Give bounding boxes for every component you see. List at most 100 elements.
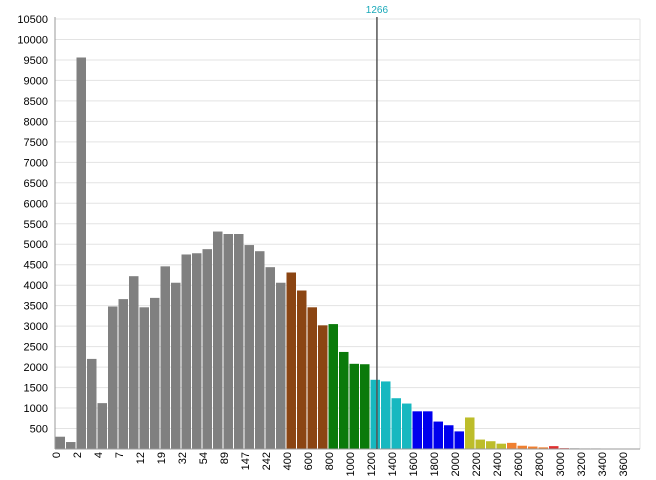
x-tick-label-4: 12	[135, 452, 147, 464]
bar-40	[475, 439, 485, 449]
bar-32	[391, 398, 401, 449]
bar-28	[349, 363, 359, 449]
x-tick-label-20: 2200	[471, 452, 483, 476]
x-tick-label-23: 2800	[534, 452, 546, 476]
x-tick-label-24: 3000	[555, 452, 567, 476]
y-tick-label-6: 3500	[24, 301, 48, 313]
x-tick-label-17: 1600	[408, 452, 420, 476]
y-tick-labels: 500 1000 1500 2000 2500 3000 3500 4000 4500 5000 5…	[17, 14, 48, 436]
x-tick-label-11: 400	[282, 452, 294, 470]
x-tick-label-14: 1000	[345, 452, 357, 476]
bar-8	[139, 307, 149, 449]
x-tick-label-7: 54	[198, 452, 210, 464]
x-tick-labels: 0 2 4 7 12 19 32 54 89 147 242 400 600 800 1000 1200 140…	[51, 452, 630, 476]
x-tick-label-16: 1400	[387, 452, 399, 476]
x-tick-label-12: 600	[303, 452, 315, 470]
bar-43	[507, 442, 517, 449]
y-tick-label-3: 2000	[24, 362, 48, 374]
bar-41	[486, 441, 496, 449]
y-tick-label-8: 4500	[24, 260, 48, 272]
y-tick-label-19: 10000	[17, 34, 48, 46]
bar-21	[276, 282, 286, 449]
bar-16	[223, 234, 233, 449]
y-tick-label-15: 8000	[24, 116, 48, 128]
x-tick-label-13: 800	[324, 452, 336, 470]
bar-38	[454, 431, 464, 449]
x-tick-label-6: 32	[177, 452, 189, 464]
bar-45	[528, 446, 538, 449]
bar-3	[87, 358, 97, 449]
bars	[55, 57, 632, 449]
x-tick-label-26: 3400	[597, 452, 609, 476]
bar-22	[286, 272, 296, 449]
bar-47	[549, 446, 559, 449]
x-tick-label-9: 147	[240, 452, 252, 470]
bar-20	[265, 267, 275, 449]
marker: 1266	[366, 5, 389, 449]
x-tick-label-1: 2	[72, 452, 84, 458]
bar-7	[129, 276, 139, 449]
bar-42	[496, 443, 506, 449]
bar-25	[318, 325, 328, 449]
bar-29	[360, 364, 370, 449]
y-tick-label-11: 6000	[24, 198, 48, 210]
bar-35	[423, 411, 433, 449]
y-tick-label-10: 5500	[24, 219, 48, 231]
y-tick-label-0: 500	[30, 424, 48, 436]
y-tick-label-7: 4000	[24, 280, 48, 292]
bar-0	[55, 436, 65, 449]
bar-36	[433, 421, 443, 449]
y-tick-label-12: 6500	[24, 178, 48, 190]
x-tick-label-2: 4	[93, 452, 105, 458]
bar-24	[307, 307, 317, 449]
bar-44	[517, 445, 527, 449]
bar-2	[76, 57, 86, 449]
bar-12	[181, 254, 191, 449]
y-tick-label-4: 2500	[24, 342, 48, 354]
bar-26	[328, 324, 338, 449]
x-tick-label-22: 2600	[513, 452, 525, 476]
x-tick-label-8: 89	[219, 452, 231, 464]
bar-13	[192, 253, 202, 449]
axes	[54, 17, 640, 450]
x-tick-label-3: 7	[114, 452, 126, 458]
x-tick-label-18: 1800	[429, 452, 441, 476]
y-tick-label-17: 9000	[24, 75, 48, 87]
bar-4	[97, 403, 107, 449]
x-tick-label-5: 19	[156, 452, 168, 464]
y-tick-label-14: 7500	[24, 137, 48, 149]
x-tick-label-27: 3600	[618, 452, 630, 476]
bar-31	[381, 381, 391, 449]
marker-label: 1266	[366, 5, 389, 16]
bar-10	[160, 266, 170, 449]
bar-30	[370, 379, 380, 449]
x-tick-label-10: 242	[261, 452, 273, 470]
bar-37	[444, 425, 454, 449]
x-tick-label-15: 1200	[366, 452, 378, 476]
y-tick-label-13: 7000	[24, 157, 48, 169]
bar-5	[108, 306, 118, 449]
x-tick-label-25: 3200	[576, 452, 588, 476]
bar-1	[66, 442, 76, 449]
bar-17	[234, 234, 244, 449]
bar-14	[202, 249, 212, 449]
bar-19	[255, 251, 265, 449]
y-tick-label-5: 3000	[24, 321, 48, 333]
bar-6	[118, 299, 128, 449]
y-tick-label-9: 5000	[24, 239, 48, 251]
y-tick-label-2: 1500	[24, 383, 48, 395]
y-tick-label-1: 1000	[24, 403, 48, 415]
bar-15	[213, 231, 223, 449]
bar-39	[465, 417, 475, 449]
bar-27	[339, 351, 349, 449]
x-tick-label-19: 2000	[450, 452, 462, 476]
bar-34	[412, 411, 422, 449]
bar-33	[402, 403, 412, 449]
x-tick-label-21: 2400	[492, 452, 504, 476]
bar-11	[171, 282, 181, 449]
bar-23	[297, 290, 307, 449]
bar-18	[244, 245, 254, 449]
x-tick-label-0: 0	[51, 452, 63, 458]
y-tick-label-18: 9500	[24, 55, 48, 67]
